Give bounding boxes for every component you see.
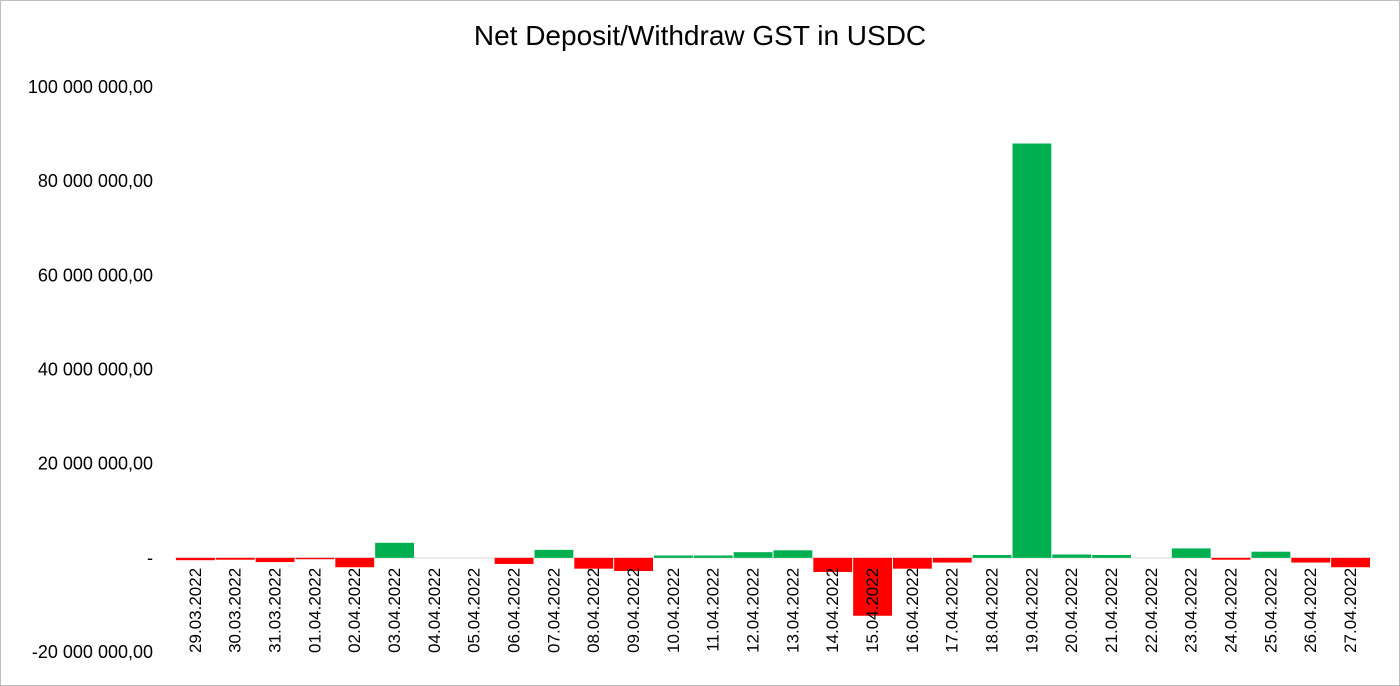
x-tick-label: 05.04.2022 <box>465 568 484 653</box>
x-tick-label: 30.03.2022 <box>226 568 245 653</box>
y-tick-label: 100 000 000,00 <box>28 77 153 97</box>
bar <box>1291 557 1331 563</box>
x-tick-label: 31.03.2022 <box>266 568 285 653</box>
bar <box>654 555 693 558</box>
bar <box>932 557 972 563</box>
x-tick-label: 27.04.2022 <box>1341 568 1360 653</box>
x-tick-label: 03.04.2022 <box>385 568 404 653</box>
y-tick-label: 40 000 000,00 <box>38 360 153 380</box>
y-tick-label: - <box>147 548 153 568</box>
x-tick-label: 20.04.2022 <box>1062 568 1081 653</box>
bar <box>773 550 813 558</box>
bar <box>574 557 614 569</box>
x-tick-label: 04.04.2022 <box>425 568 444 653</box>
x-tick-label: 18.04.2022 <box>983 568 1002 653</box>
x-tick-label: 02.04.2022 <box>345 568 364 653</box>
x-tick-label: 21.04.2022 <box>1102 568 1121 653</box>
x-tick-label: 19.04.2022 <box>1022 568 1041 653</box>
x-tick-label: 17.04.2022 <box>943 568 962 653</box>
bar <box>693 555 733 558</box>
x-tick-label: 07.04.2022 <box>544 568 563 653</box>
bar <box>335 557 375 568</box>
bar <box>255 557 295 563</box>
bar <box>295 557 335 560</box>
x-tick-label: 13.04.2022 <box>783 568 802 653</box>
bar <box>1331 557 1370 568</box>
y-tick-label: 80 000 000,00 <box>38 171 153 191</box>
bar <box>1171 548 1211 558</box>
bar <box>534 549 574 558</box>
bar <box>494 557 534 564</box>
bar <box>176 557 215 561</box>
x-tick-label: 14.04.2022 <box>823 568 842 653</box>
bar <box>813 557 853 572</box>
x-tick-label: 12.04.2022 <box>744 568 763 653</box>
x-tick-label: 10.04.2022 <box>664 568 683 653</box>
x-tick-label: 09.04.2022 <box>624 568 643 653</box>
x-tick-label: 15.04.2022 <box>863 568 882 653</box>
x-tick-label: 01.04.2022 <box>305 568 324 653</box>
bar <box>1052 554 1092 558</box>
chart-title: Net Deposit/Withdraw GST in USDC <box>473 20 927 51</box>
x-tick-label: 23.04.2022 <box>1182 568 1201 653</box>
x-tick-label: 06.04.2022 <box>505 568 524 653</box>
bar <box>614 557 653 572</box>
x-tick-label: 26.04.2022 <box>1301 568 1320 653</box>
bar <box>375 542 414 558</box>
y-tick-label: 20 000 000,00 <box>38 454 153 474</box>
bar <box>893 557 932 569</box>
y-tick-label: -20 000 000,00 <box>32 642 153 662</box>
bar <box>215 557 255 560</box>
bar <box>1012 143 1052 558</box>
x-tick-label: 16.04.2022 <box>903 568 922 653</box>
x-tick-label: 08.04.2022 <box>584 568 603 653</box>
y-tick-label: 60 000 000,00 <box>38 265 153 285</box>
bar <box>1092 555 1131 558</box>
bar <box>1211 557 1251 560</box>
x-tick-label: 11.04.2022 <box>704 568 723 652</box>
x-tick-label: 24.04.2022 <box>1222 568 1241 653</box>
x-tick-label: 22.04.2022 <box>1142 568 1161 653</box>
bar <box>733 552 773 558</box>
x-tick-label: 29.03.2022 <box>186 568 205 653</box>
bar <box>1251 551 1291 558</box>
x-tick-label: 25.04.2022 <box>1261 568 1280 653</box>
bar <box>853 557 892 616</box>
bar <box>972 555 1012 558</box>
